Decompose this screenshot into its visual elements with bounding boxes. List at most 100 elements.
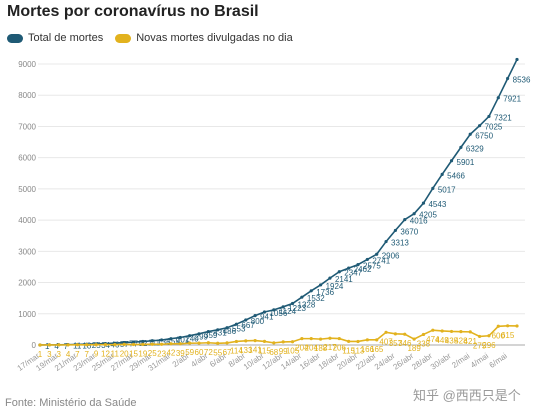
data-point [131,340,136,344]
data-point [337,336,341,341]
legend-swatch-new [115,33,132,43]
data-label: 1736 [316,288,334,297]
data-label: 2462 [354,265,372,274]
data-label: 421 [464,337,478,346]
data-point [253,314,257,318]
legend-item-total[interactable]: Total de mortes [7,32,103,44]
data-label: 59 [185,348,194,357]
y-tick-label: 3000 [18,247,36,256]
data-label: 4543 [428,200,446,209]
data-label: 39 [176,349,185,358]
data-label: 299 [195,333,209,342]
data-label: 5017 [438,185,456,194]
data-label: 67 [223,348,232,357]
data-label: 19 [138,349,147,358]
y-tick-label: 4000 [18,216,36,225]
data-label: 359 [204,331,218,340]
data-point [225,341,229,345]
data-point [103,343,108,347]
data-point [309,289,313,293]
data-point [506,76,510,81]
data-label: 5901 [457,158,475,167]
data-label: 55 [213,348,222,357]
data-label: 99 [279,347,288,356]
data-label: 4205 [419,211,437,220]
source-note: Fonte: Ministério da Saúde [5,397,137,409]
data-label: 133 [239,346,253,355]
legend-item-new[interactable]: Novas mortes divulgadas no dia [115,32,293,44]
data-point [440,329,444,333]
data-label: 60 [195,348,204,357]
x-tick-label: 16/abr [298,351,322,372]
data-label: 449 [435,336,449,345]
data-point [356,339,360,344]
data-point [459,330,463,334]
data-label: 4016 [410,217,428,226]
data-point [337,270,341,274]
data-label: 105 [286,347,300,356]
data-point [244,318,248,322]
data-label: 2141 [335,275,353,284]
data-label: 7 [85,350,90,359]
data-point [216,341,220,345]
data-point [206,329,210,334]
data-point [141,339,145,344]
data-point [365,338,369,342]
data-label: 296 [482,341,496,350]
data-point [365,257,369,262]
x-tick-label: 28/abr [410,351,434,372]
data-label: 7321 [494,113,512,122]
data-point [141,342,145,347]
data-point [412,212,416,216]
data-label: 3670 [400,227,418,236]
data-label: 136 [157,338,171,347]
data-point [300,337,304,341]
data-point [403,332,407,336]
data-label: 8536 [513,75,531,84]
data-point [197,332,201,336]
data-label: 1924 [326,282,344,291]
legend: Total de mortes Novas mortes divulgadas … [7,32,305,44]
data-label: 72 [204,348,213,357]
data-label: 115 [258,346,271,355]
data-point [234,322,239,326]
data-label: 357 [389,339,403,348]
data-label: 275 [473,341,487,350]
data-point [262,310,267,314]
y-tick-label: 1000 [18,310,36,319]
data-label: 1124 [279,307,297,316]
data-point [169,342,173,346]
data-point [487,114,491,119]
data-label: 7 [75,350,80,359]
data-point [515,57,519,62]
data-point [515,324,519,328]
data-point [393,332,398,336]
data-label: 115 [342,346,355,355]
data-point [150,342,154,346]
data-point [272,308,276,312]
x-tick-label: 24/abr [373,351,397,372]
series-line-new [39,324,518,346]
data-point [403,218,407,222]
data-label: 206 [333,344,347,353]
data-point [122,342,126,346]
data-label: 615 [501,331,515,340]
data-label: 667 [241,321,255,330]
data-point [459,145,463,149]
data-label: 23 [157,349,166,358]
chart-title: Mortes por coronavírus no Brasil [7,3,259,20]
data-point [188,334,192,338]
data-label: 217 [323,343,337,352]
data-label: 2575 [363,262,381,271]
data-point [272,341,276,345]
data-point [449,159,454,163]
data-label: 9 [94,350,99,359]
data-point [375,338,379,342]
data-label: 800 [251,317,265,326]
data-point [290,340,295,344]
data-point [113,343,117,347]
data-label: 600 [492,331,506,340]
data-label: 4 [66,350,71,359]
data-point [57,343,61,347]
y-tick-label: 5000 [18,185,36,194]
